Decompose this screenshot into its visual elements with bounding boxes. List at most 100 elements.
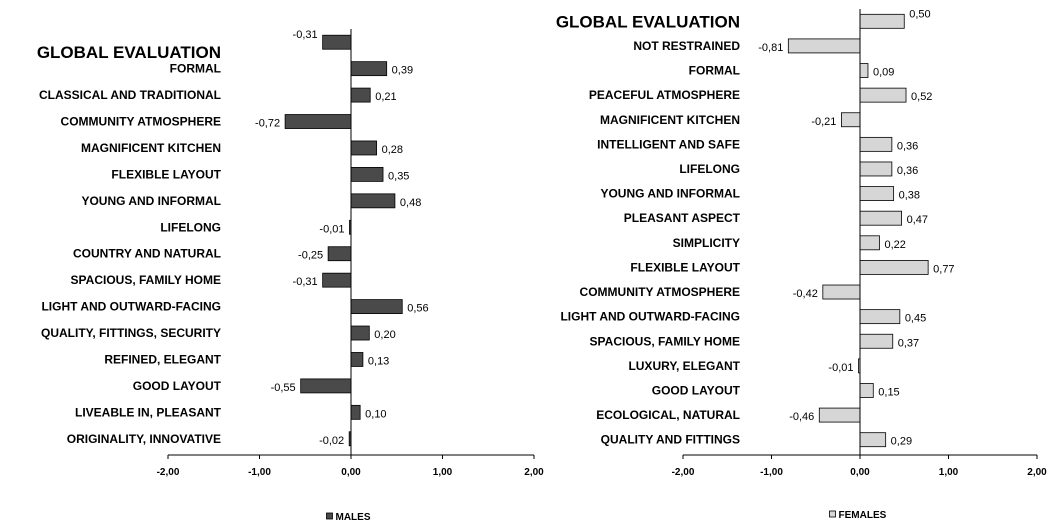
females-bar — [859, 333, 894, 349]
males-tick-label: 0,00 — [341, 467, 361, 478]
males-value-label: 0,10 — [365, 408, 386, 420]
males-tick-label: -2,00 — [157, 467, 180, 478]
females-global-evaluation-label: GLOBAL EVALUATION — [556, 12, 740, 31]
females-category-label: ECOLOGICAL, NATURAL — [596, 408, 740, 422]
females-tick-label: 2,00 — [1027, 467, 1047, 478]
males-bar — [322, 34, 352, 50]
males-value-label: -0,31 — [293, 276, 318, 288]
females-bar — [859, 13, 905, 29]
females-tick-label: 1,00 — [939, 467, 959, 478]
females-category-label: LIFELONG — [679, 162, 740, 176]
females-category-label: QUALITY AND FITTINGS — [601, 433, 740, 447]
females-category-label: YOUNG AND INFORMAL — [600, 187, 740, 201]
males-value-label: 0,21 — [375, 91, 396, 103]
males-category-label: LIGHT AND OUTWARD-FACING — [41, 300, 221, 314]
females-bar — [787, 38, 861, 54]
females-tick-label: -2,00 — [672, 467, 695, 478]
males-tick-label: -1,00 — [248, 467, 271, 478]
females-value-label: -0,21 — [811, 116, 836, 128]
males-value-label: 0,48 — [400, 197, 421, 209]
females-category-label: PEACEFUL ATMOSPHERE — [589, 88, 740, 102]
females-bar — [859, 63, 869, 78]
males-bar — [350, 404, 361, 420]
males-category-label: MAGNIFICENT KITCHEN — [81, 141, 221, 155]
males-bar — [300, 378, 352, 394]
males-bar — [350, 167, 384, 182]
males-bar — [350, 299, 403, 314]
females-value-label: 0,29 — [891, 436, 912, 448]
females-value-label: 0,50 — [909, 8, 930, 20]
females-bar — [859, 186, 895, 201]
males-value-label: -0,25 — [298, 250, 323, 262]
males-value-label: 0,28 — [382, 144, 403, 156]
males-category-label: LIFELONG — [160, 220, 221, 234]
females-bar — [841, 112, 861, 128]
males-category-label: COUNTRY AND NATURAL — [73, 247, 221, 261]
males-legend-label: MALES — [336, 512, 371, 523]
females-value-label: -0,46 — [789, 411, 814, 423]
males-category-label: ORIGINALITY, INNOVATIVE — [67, 432, 221, 446]
females-bar — [818, 407, 861, 423]
males-bar — [350, 61, 388, 77]
males-bar — [350, 87, 371, 103]
males-value-label: -0,01 — [319, 223, 344, 235]
males-category-label: LIVEABLE IN, PLEASANT — [75, 405, 222, 419]
males-legend-swatch — [326, 512, 333, 520]
females-value-label: 0,47 — [907, 214, 928, 226]
females-bar — [859, 432, 887, 448]
males-value-label: 0,20 — [374, 329, 395, 341]
males-bar — [350, 325, 370, 341]
males-category-label: QUALITY, FITTINGS, SECURITY — [41, 326, 221, 340]
females-bar — [859, 161, 893, 177]
males-value-label: -0,72 — [255, 118, 280, 130]
males-bar — [350, 352, 364, 367]
females-value-label: 0,45 — [905, 313, 926, 325]
females-bar — [859, 210, 902, 226]
males-category-label: REFINED, ELEGANT — [104, 352, 221, 366]
males-value-label: 0,56 — [407, 303, 428, 315]
males-category-label: GOOD LAYOUT — [133, 379, 222, 393]
males-global-evaluation-label: GLOBAL EVALUATION — [37, 43, 221, 62]
females-category-label: SIMPLICITY — [673, 236, 740, 250]
females-category-label: NOT RESTRAINED — [633, 39, 740, 53]
females-category-label: SPACIOUS, FAMILY HOME — [590, 334, 740, 348]
females-tick-label: -1,00 — [760, 467, 783, 478]
females-category-label: LIGHT AND OUTWARD-FACING — [560, 310, 740, 324]
females-bar — [859, 383, 874, 398]
males-category-label: FORMAL — [170, 62, 221, 76]
males-category-label: YOUNG AND INFORMAL — [81, 194, 221, 208]
females-value-label: 0,37 — [898, 337, 919, 349]
males-bar — [284, 114, 352, 129]
females-value-label: -0,81 — [758, 42, 783, 54]
males-category-label: FLEXIBLE LAYOUT — [111, 167, 221, 181]
males-category-label: COMMUNITY ATMOSPHERE — [61, 115, 221, 129]
males-category-label: SPACIOUS, FAMILY HOME — [71, 273, 221, 287]
females-category-label: PLEASANT ASPECT — [624, 211, 741, 225]
males-value-label: 0,39 — [392, 65, 413, 77]
males-bar — [327, 246, 352, 262]
females-value-label: 0,36 — [897, 165, 918, 177]
males-category-label: CLASSICAL AND TRADITIONAL — [39, 88, 221, 102]
females-category-label: INTELLIGENT AND SAFE — [597, 137, 740, 151]
females-category-label: FORMAL — [689, 64, 740, 78]
females-bar — [859, 87, 907, 103]
females-bar — [859, 309, 901, 325]
females-tick-label: 0,00 — [850, 467, 870, 478]
females-category-label: MAGNIFICENT KITCHEN — [600, 113, 740, 127]
females-value-label: 0,15 — [878, 386, 899, 398]
females-bar — [859, 235, 880, 251]
males-value-label: -0,55 — [271, 382, 296, 394]
females-value-label: 0,52 — [911, 91, 932, 103]
females-category-label: FLEXIBLE LAYOUT — [630, 260, 740, 274]
males-value-label: -0,02 — [319, 435, 344, 447]
females-bar — [822, 284, 861, 300]
females-value-label: 0,38 — [899, 190, 920, 202]
females-value-label: 0,36 — [897, 140, 918, 152]
females-category-label: COMMUNITY ATMOSPHERE — [580, 285, 740, 299]
males-bar — [350, 140, 378, 156]
females-legend-swatch — [829, 510, 836, 518]
females-category-label: LUXURY, ELEGANT — [628, 359, 740, 373]
females-value-label: 0,77 — [933, 263, 954, 275]
males-value-label: -0,31 — [293, 29, 318, 41]
